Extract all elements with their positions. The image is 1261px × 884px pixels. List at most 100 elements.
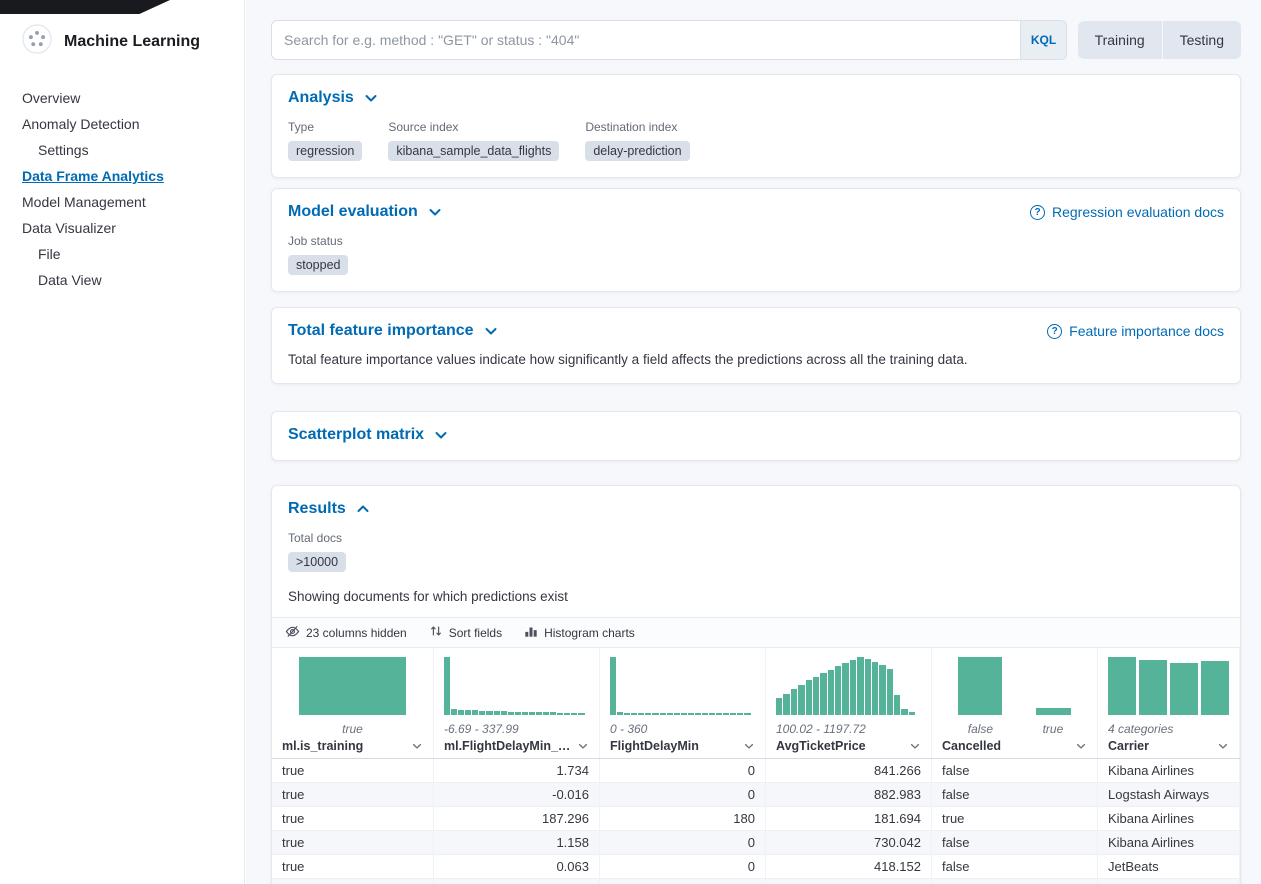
regression-evaluation-docs-link[interactable]: Regression evaluation docs [1030, 204, 1224, 220]
histogram-bar [521, 712, 528, 715]
analysis-panel-title[interactable]: Analysis [288, 89, 354, 106]
column-menu-chevron-icon[interactable] [411, 740, 423, 752]
total-docs-block: Total docs >10000 [272, 531, 1240, 572]
column-name-row: ml.is_training [282, 739, 423, 753]
histogram-bar [666, 713, 673, 715]
chevron-up-icon[interactable] [355, 501, 371, 517]
search-bar: KQL [271, 20, 1067, 60]
grid-cell-carrier[interactable]: JetBeats [1098, 879, 1240, 884]
grid-cell-avgticketprice[interactable]: 730.042 [766, 831, 932, 854]
grid-cell-ml-is-training[interactable]: true [272, 759, 434, 782]
grid-cell-cancelled[interactable]: true [932, 807, 1098, 830]
results-title[interactable]: Results [288, 500, 346, 517]
histogram-bar [444, 657, 451, 715]
column-histogram [1108, 657, 1229, 715]
grid-cell-carrier[interactable]: JetBeats [1098, 855, 1240, 878]
grid-cell-avgticketprice[interactable]: 418.152 [766, 855, 932, 878]
histogram-bar [790, 689, 798, 715]
grid-cell-carrier[interactable]: Kibana Airlines [1098, 831, 1240, 854]
grid-cell-flightdelaymin[interactable]: 300 [600, 879, 766, 884]
column-name: FlightDelayMin [610, 739, 699, 753]
grid-cell-flightdelaymin[interactable]: 180 [600, 807, 766, 830]
histogram-bar [783, 694, 790, 715]
grid-cell-ml-flightdelaymin-pred[interactable]: 187.296 [434, 807, 600, 830]
grid-cell-flightdelaymin[interactable]: 0 [600, 759, 766, 782]
column-menu-chevron-icon[interactable] [909, 740, 921, 752]
grid-cell-cancelled[interactable]: false [932, 831, 1098, 854]
feature-importance-docs-link[interactable]: Feature importance docs [1047, 323, 1224, 339]
histogram-bar [776, 698, 783, 715]
grid-cell-cancelled[interactable]: false [932, 783, 1098, 806]
histogram-bar [805, 680, 812, 715]
grid-cell-avgticketprice[interactable]: 841.266 [766, 759, 932, 782]
sort-fields-label: Sort fields [448, 625, 503, 640]
grid-cell-ml-is-training[interactable]: true [272, 879, 434, 884]
analysis-field-source-index: Source index kibana_sample_data_flights [388, 120, 560, 161]
grid-cell-ml-is-training[interactable]: true [272, 783, 434, 806]
column-name-row: FlightDelayMin [610, 739, 755, 753]
field-label: Destination index [585, 120, 678, 134]
sidebar-item-settings[interactable]: Settings [38, 142, 89, 158]
model-evaluation-title[interactable]: Model evaluation [288, 203, 418, 220]
machine-learning-app-icon [22, 24, 52, 59]
sidebar-item-overview[interactable]: Overview [22, 90, 81, 106]
column-histogram [444, 657, 589, 715]
histogram-bar [458, 710, 465, 715]
grid-cell-flightdelaymin[interactable]: 0 [600, 831, 766, 854]
column-menu-chevron-icon[interactable] [1217, 740, 1229, 752]
column-menu-chevron-icon[interactable] [577, 740, 589, 752]
job-status-badge: stopped [288, 255, 349, 275]
grid-cell-avgticketprice[interactable]: 180.247 [766, 879, 932, 884]
grid-cell-ml-is-training[interactable]: true [272, 855, 434, 878]
sidebar-item-model-management[interactable]: Model Management [22, 194, 146, 210]
sidebar-item-anomaly-detection[interactable]: Anomaly Detection [22, 116, 140, 132]
histogram-bar [744, 713, 751, 715]
chevron-down-icon[interactable] [363, 90, 379, 106]
columns-hidden-label: 23 columns hidden [306, 625, 407, 640]
table-row: true 1.158 0 730.042 false Kibana Airlines [272, 831, 1240, 855]
grid-cell-cancelled[interactable]: false [932, 759, 1098, 782]
sidebar-item-file[interactable]: File [38, 246, 61, 262]
grid-cell-avgticketprice[interactable]: 882.983 [766, 783, 932, 806]
toggle-testing[interactable]: Testing [1162, 21, 1241, 59]
grid-cell-ml-flightdelaymin-pred[interactable]: 299.765 [434, 879, 600, 884]
column-name: ml.FlightDelayMin_pred [444, 739, 573, 753]
toggle-training[interactable]: Training [1077, 21, 1162, 59]
histogram-icon [524, 624, 538, 641]
feature-importance-title[interactable]: Total feature importance [288, 322, 474, 339]
chevron-down-icon[interactable] [433, 427, 449, 443]
scatterplot-title-row: Scatterplot matrix [288, 426, 1224, 444]
chevron-down-icon[interactable] [427, 204, 443, 220]
histogram-bar [507, 712, 514, 715]
chevron-down-icon[interactable] [483, 323, 499, 339]
sidebar-item-data-view[interactable]: Data View [38, 272, 102, 288]
kql-button[interactable]: KQL [1020, 21, 1066, 59]
grid-cell-ml-flightdelaymin-pred[interactable]: -0.016 [434, 783, 600, 806]
grid-cell-carrier[interactable]: Kibana Airlines [1098, 759, 1240, 782]
sort-fields-button[interactable]: Sort fields [429, 624, 502, 641]
app-header: Machine Learning [0, 0, 244, 69]
grid-cell-carrier[interactable]: Kibana Airlines [1098, 807, 1240, 830]
grid-cell-carrier[interactable]: Logstash Airways [1098, 783, 1240, 806]
scatterplot-title[interactable]: Scatterplot matrix [288, 426, 425, 443]
grid-cell-ml-flightdelaymin-pred[interactable]: 1.158 [434, 831, 600, 854]
grid-cell-flightdelaymin[interactable]: 0 [600, 783, 766, 806]
search-input[interactable] [272, 21, 1020, 59]
columns-hidden-button[interactable]: 23 columns hidden [285, 624, 407, 642]
grid-cell-cancelled[interactable]: false [932, 879, 1098, 884]
histogram-charts-button[interactable]: Histogram charts [524, 624, 635, 641]
grid-cell-ml-flightdelaymin-pred[interactable]: 0.063 [434, 855, 600, 878]
grid-cell-cancelled[interactable]: false [932, 855, 1098, 878]
grid-cell-ml-is-training[interactable]: true [272, 807, 434, 830]
grid-cell-ml-is-training[interactable]: true [272, 831, 434, 854]
column-menu-chevron-icon[interactable] [1075, 740, 1087, 752]
histogram-bar [958, 657, 1002, 715]
grid-cell-flightdelaymin[interactable]: 0 [600, 855, 766, 878]
grid-body: true 1.734 0 841.266 false Kibana Airlines tru… [272, 759, 1240, 884]
analysis-panel: Analysis Type regression Source index kiban… [271, 74, 1241, 178]
grid-cell-avgticketprice[interactable]: 181.694 [766, 807, 932, 830]
column-menu-chevron-icon[interactable] [743, 740, 755, 752]
grid-cell-ml-flightdelaymin-pred[interactable]: 1.734 [434, 759, 600, 782]
sidebar-item-data-visualizer[interactable]: Data Visualizer [22, 220, 116, 236]
sidebar-item-data-frame-analytics[interactable]: Data Frame Analytics [22, 168, 164, 184]
